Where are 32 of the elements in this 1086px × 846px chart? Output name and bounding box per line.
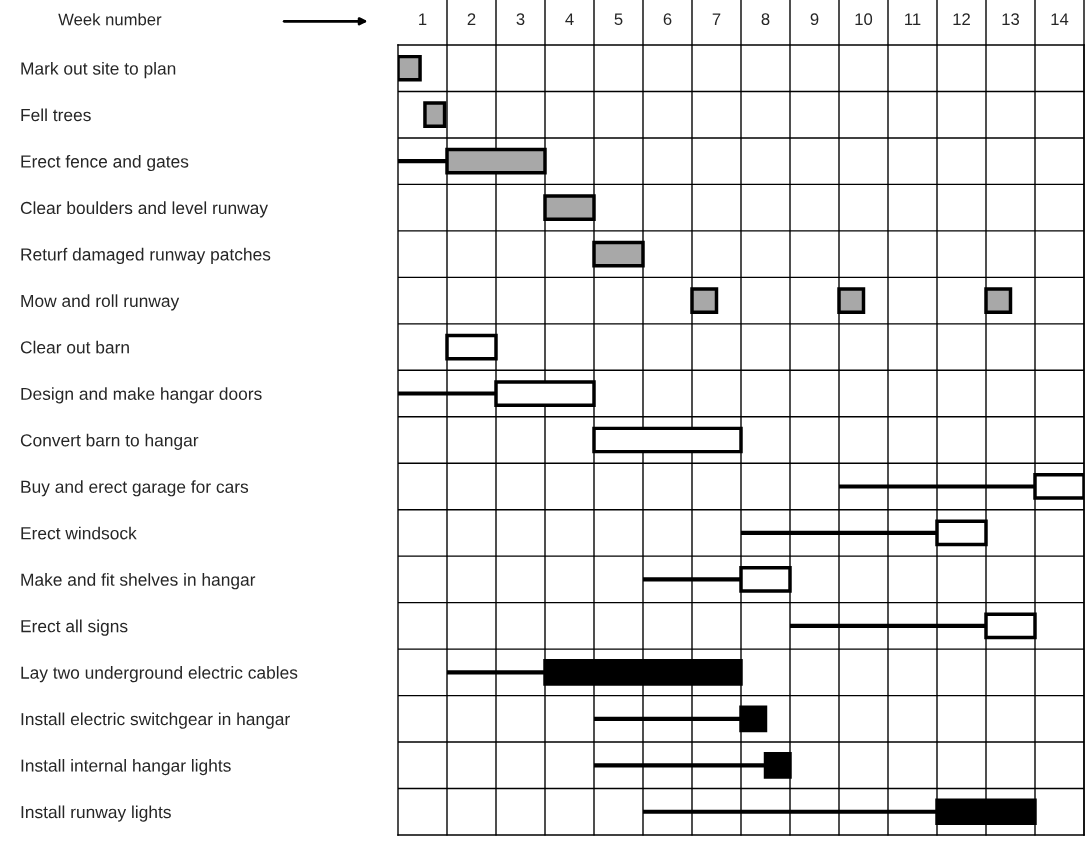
y-tick-label: Lay two underground electric cables — [21, 666, 298, 683]
y-tick-label: Install internal hangar lights — [21, 759, 231, 776]
y-tick-label: Convert barn to hangar — [20, 433, 199, 450]
y-tick-label: Erect all signs — [21, 619, 128, 636]
x-tick-label: 2 — [467, 13, 476, 25]
x-tick-label: 11 — [905, 13, 921, 25]
x-tick-label: 1 — [419, 13, 427, 25]
y-tick-label: Erect windsock — [21, 526, 137, 540]
y-tick-label: Returf damaged runway patches — [21, 247, 271, 265]
y-tick-label: Mow and roll runway — [21, 294, 180, 311]
x-tick-label: 8 — [761, 13, 770, 26]
x-tick-label: 12 — [953, 13, 970, 25]
x-tick-label: 5 — [614, 13, 623, 26]
y-tick-label: Clear boulders and level runway — [20, 201, 268, 218]
y-tick-label: Clear out barn — [20, 340, 129, 354]
x-tick-label: 14 — [1051, 13, 1069, 25]
y-tick-label: Install runway lights — [21, 805, 171, 822]
x-tick-label: 7 — [712, 13, 721, 25]
x-tick-label: 13 — [1002, 13, 1020, 26]
y-tick-label: Fell trees — [21, 108, 91, 122]
y-tick-label: Install electric switchgear in hangar — [21, 712, 290, 729]
x-tick-label: 10 — [855, 13, 873, 26]
x-tick-label: 3 — [516, 13, 525, 26]
x-tick-label: 6 — [663, 13, 672, 26]
x-axis-title: Week number — [58, 13, 162, 26]
x-tick-label: 4 — [565, 13, 574, 25]
x-tick-label: 9 — [810, 13, 819, 26]
y-tick-label: Mark out site to plan — [21, 61, 176, 79]
y-tick-label: Erect fence and gates — [21, 154, 189, 172]
y-tick-label: Design and make hangar doors — [21, 387, 262, 404]
y-tick-label: Buy and erect garage for cars — [21, 480, 249, 497]
y-tick-label: Make and fit shelves in hangar — [21, 573, 256, 590]
